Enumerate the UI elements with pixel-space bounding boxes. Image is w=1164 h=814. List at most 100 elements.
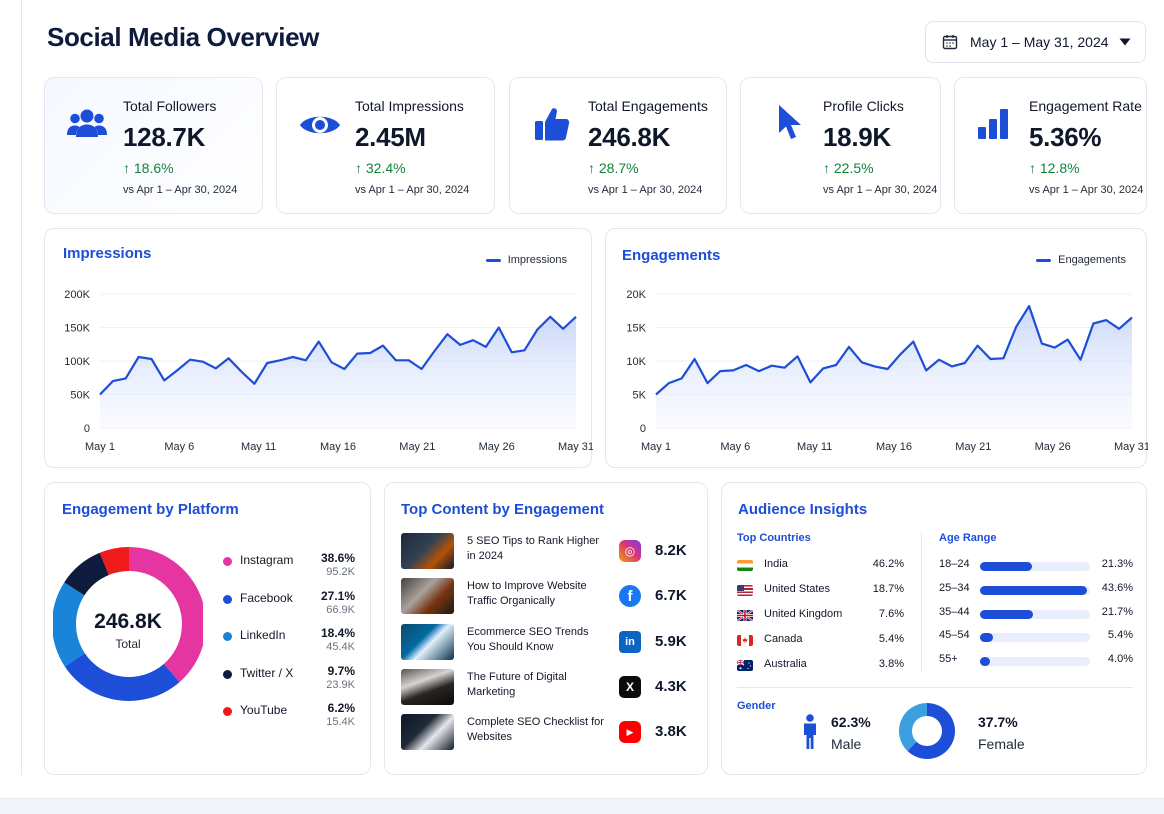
vertical-divider [921,533,922,671]
country-name: United States [764,583,831,595]
x-tick-label: May 6 [164,441,194,453]
content-thumbnail [401,578,454,614]
platform-row: LinkedIn 18.4% 45.4K [223,626,355,656]
content-title: 5 SEO Tips to Rank Higher in 2024 [467,535,600,562]
country-pct: 5.4% [878,633,904,645]
kpi-value: 128.7K [123,122,206,152]
donut-slice[interactable] [129,547,203,683]
donut-slice[interactable] [64,653,180,701]
age-range: 45–54 [939,629,970,642]
content-count: 3.8K [655,723,687,740]
kpi-label: Total Engagements [588,98,708,114]
donut-slice[interactable] [99,547,129,575]
gender-slice [899,703,927,752]
series-line [655,305,1133,396]
uk-flag-icon [737,610,753,621]
kpi-compare: vs Apr 1 – Apr 30, 2024 [588,184,703,196]
content-item[interactable]: Ecommerce SEO Trends You Should Know in … [401,624,691,660]
canada-flag-icon [737,635,753,646]
content-count: 5.9K [655,633,687,650]
platform-card-title: Engagement by Platform [62,501,239,518]
cursor-icon [779,105,801,139]
donut-center-label: Total [115,637,141,651]
chevron-down-icon[interactable] [1119,38,1131,46]
audience-card: Audience Insights Top Countries India 46… [721,482,1147,775]
platform-count: 95.2K [326,566,355,578]
age-bar-fill [980,657,990,667]
x-tick-label: May 31 [558,441,593,453]
age-pct: 5.4% [1107,629,1133,642]
content-title: Complete SEO Checklist for Websites [467,716,604,743]
kpi-change: ↑ 22.5% [823,160,874,176]
india-flag-icon [737,560,753,571]
content-item[interactable]: How to Improve Website Traffic Organical… [401,578,691,614]
kpi-label: Total Impressions [355,98,464,114]
x-tick-label: May 1 [85,441,115,453]
content-item[interactable]: 5 SEO Tips to Rank Higher in 2024 ◎ 8.2K [401,533,691,569]
donut-slice[interactable] [64,552,109,596]
content-item[interactable]: Complete SEO Checklist for Websites ▶ 3.… [401,714,691,750]
top-content-card: Top Content by Engagement 5 SEO Tips to … [384,482,708,775]
donut-slice[interactable] [53,582,85,667]
x-tick-label: May 21 [955,441,991,453]
female-label: Female [978,736,1025,752]
content-count: 8.2K [655,542,687,559]
audience-title: Audience Insights [738,501,868,518]
legend-dot [223,594,232,604]
platform-name: Instagram [240,553,294,567]
kpi-label: Engagement Rate [1029,98,1142,114]
legend-label: Impressions [507,254,567,266]
kpi-card-engagement-rate: Engagement Rate 5.36% ↑ 12.8% vs Apr 1 –… [954,77,1147,214]
kpi-value: 5.36% [1029,122,1102,152]
content-count: 6.7K [655,587,687,604]
platform-pct: 6.2% [327,701,355,715]
content-thumbnail [401,714,454,750]
platform-name: LinkedIn [240,628,286,642]
bar-chart-icon [978,109,1008,139]
linkedin-icon: in [619,631,641,653]
content-title: How to Improve Website Traffic Organical… [467,580,587,607]
top-content-title: Top Content by Engagement [401,501,605,518]
page-title: Social Media Overview [47,22,319,52]
age-range: 35–44 [939,605,970,618]
page-left-divider [21,0,22,775]
age-range: 55+ [939,653,958,666]
content-title: Ecommerce SEO Trends You Should Know [467,626,589,653]
country-name: Australia [764,658,807,670]
kpi-card-followers: Total Followers 128.7K ↑ 18.6% vs Apr 1 … [44,77,263,214]
age-bar-fill [980,585,1087,595]
age-bar-fill [980,633,993,643]
facebook-icon: f [619,585,641,607]
australia-flag-icon [737,660,753,671]
content-item[interactable]: The Future of Digital Marketing X 4.3K [401,669,691,705]
y-tick-label: 150K [64,323,90,335]
x-tick-label: May 31 [1114,441,1148,453]
platform-name: YouTube [240,703,288,717]
age-row: 45–54 5.4% [939,628,1133,646]
country-row: Canada 5.4% [737,632,904,650]
y-tick-label: 200K [64,289,90,301]
engagements-legend: Engagements [1036,254,1126,266]
platform-row: Instagram 38.6% 95.2K [223,551,355,581]
kpi-value: 2.45M [355,122,426,152]
kpi-compare: vs Apr 1 – Apr 30, 2024 [823,184,938,196]
platform-row: Twitter / X 9.7% 23.9K [223,664,355,694]
legend-swatch [485,258,501,262]
engagements-chart-title: Engagements [622,247,721,264]
date-range-picker[interactable]: May 1 – May 31, 2024 [925,21,1146,63]
x-tick-label: May 21 [399,441,435,453]
kpi-label: Total Followers [123,98,217,114]
x-tick-label: May 26 [479,441,515,453]
platform-donut-chart [53,547,203,701]
content-thumbnail [401,533,454,569]
impressions-line-chart: 0 50K 100K 150K 200K May 1 May 6 May 11 May 16 Ma… [64,289,593,453]
country-name: India [764,558,788,570]
kpi-change: ↑ 32.4% [355,160,406,176]
kpi-value: 18.9K [823,122,891,152]
legend-swatch [1036,258,1052,262]
impressions-chart-card: Impressions Impressions 0 50K 100K 150K 200K… [44,228,593,468]
x-tick-label: May 6 [720,441,750,453]
x-icon: X [619,676,641,698]
age-pct: 4.0% [1107,653,1133,666]
x-tick-label: May 16 [876,441,912,453]
